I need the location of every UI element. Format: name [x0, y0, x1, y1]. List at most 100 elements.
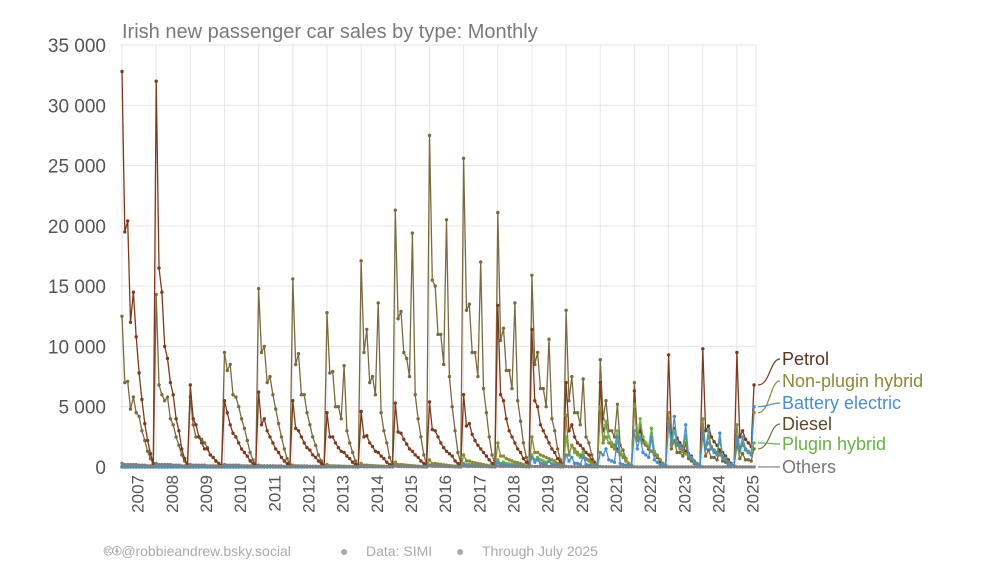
data-point-petrol: [316, 459, 321, 463]
data-point-others: [718, 465, 722, 469]
data-point-others: [294, 464, 298, 468]
data-point-non-plugin-hybrid: [510, 459, 514, 463]
data-point-others: [288, 465, 292, 469]
data-point-diesel: [331, 370, 335, 374]
data-point-diesel: [419, 435, 423, 439]
data-point-petrol: [274, 447, 278, 451]
data-point-diesel: [513, 301, 517, 305]
data-point-others: [487, 464, 491, 469]
data-point-petrol: [433, 429, 437, 433]
data-point-diesel: [302, 393, 306, 397]
data-point-battery-electric: [610, 459, 614, 463]
y-axis-ticks: 0 5 000 10 000 15 000 20 000 25 000 30 000 35 0…: [48, 36, 106, 479]
data-point-others: [120, 461, 124, 466]
data-point-others: [262, 464, 266, 468]
data-point-petrol: [180, 447, 184, 451]
data-point-battery-electric: [601, 453, 605, 457]
data-point-others: [459, 465, 463, 469]
data-point-diesel: [550, 417, 554, 421]
data-point-petrol: [723, 454, 728, 458]
data-point-diesel: [567, 399, 571, 403]
data-point-battery-electric: [567, 459, 571, 463]
data-point-petrol: [305, 446, 309, 450]
data-point-battery-electric: [735, 435, 739, 439]
data-point-diesel: [177, 443, 181, 447]
data-point-petrol: [171, 393, 175, 397]
data-point-plugin-hybrid: [752, 441, 756, 445]
data-point-others: [516, 464, 520, 469]
data-point-petrol: [530, 327, 534, 332]
data-point-petrol: [524, 460, 528, 464]
data-point-petrol: [470, 432, 474, 437]
data-point-petrol: [407, 447, 412, 451]
data-point-others: [638, 465, 642, 469]
data-point-others: [376, 464, 380, 469]
data-point-diesel: [436, 332, 440, 337]
data-point-others: [521, 464, 526, 469]
data-point-others: [709, 465, 713, 469]
data-point-diesel: [345, 429, 349, 433]
data-point-battery-electric: [666, 423, 671, 427]
data-point-petrol: [507, 429, 511, 433]
data-point-battery-electric: [709, 447, 713, 451]
data-point-petrol: [709, 435, 713, 439]
data-point-diesel: [160, 393, 164, 397]
data-point-battery-electric: [681, 447, 685, 451]
data-point-diesel: [669, 447, 674, 451]
data-point-petrol: [453, 459, 457, 463]
data-point-others: [470, 464, 474, 469]
data-point-diesel: [461, 156, 466, 160]
data-point-battery-electric: [126, 465, 130, 469]
data-point-diesel: [140, 429, 144, 433]
data-point-diesel: [296, 352, 301, 356]
data-point-non-plugin-hybrid: [681, 449, 685, 453]
data-point-others: [740, 465, 745, 469]
data-point-petrol: [165, 356, 170, 361]
data-point-diesel: [416, 417, 420, 421]
data-point-others: [222, 462, 227, 467]
data-point-others: [200, 463, 204, 467]
data-point-battery-electric: [718, 431, 722, 435]
x-tick-label: 2014: [368, 475, 387, 513]
data-point-petrol: [703, 429, 708, 433]
data-point-petrol: [279, 455, 284, 460]
x-tick-label: 2019: [539, 475, 558, 513]
data-point-others: [496, 464, 500, 468]
data-point-others: [581, 465, 585, 469]
data-point-others: [655, 465, 659, 469]
data-point-others: [370, 464, 375, 468]
data-point-diesel: [396, 317, 400, 321]
data-point-petrol: [345, 454, 349, 458]
data-point-petrol: [410, 449, 415, 453]
data-point-petrol: [182, 456, 187, 461]
data-point-others: [629, 465, 634, 469]
data-point-battery-electric: [541, 462, 545, 466]
data-point-battery-electric: [655, 460, 659, 464]
data-point-petrol: [311, 453, 315, 457]
data-point-others: [729, 465, 733, 469]
data-point-others: [171, 463, 175, 467]
data-point-others: [641, 465, 645, 469]
data-point-others: [368, 464, 372, 468]
y-tick-label: 20 000: [48, 217, 106, 238]
data-point-petrol: [555, 456, 560, 461]
data-point-diesel: [570, 374, 574, 379]
data-point-others: [678, 465, 682, 469]
data-point-non-plugin-hybrid: [555, 461, 560, 466]
data-point-others: [550, 464, 554, 469]
data-point-petrol: [145, 438, 150, 443]
data-point-others: [402, 464, 406, 468]
data-point-plugin-hybrid: [638, 417, 642, 421]
data-point-diesel: [294, 362, 298, 367]
data-point-battery-electric: [157, 465, 161, 469]
data-point-others: [612, 465, 617, 469]
data-point-diesel: [721, 459, 725, 463]
data-point-diesel: [291, 277, 295, 281]
data-point-petrol: [516, 447, 520, 451]
data-point-diesel: [339, 417, 343, 421]
data-point-petrol: [134, 335, 138, 339]
data-point-diesel: [225, 368, 229, 373]
data-point-battery-electric: [669, 441, 674, 445]
data-point-petrol: [262, 417, 266, 421]
data-point-petrol: [197, 435, 201, 439]
